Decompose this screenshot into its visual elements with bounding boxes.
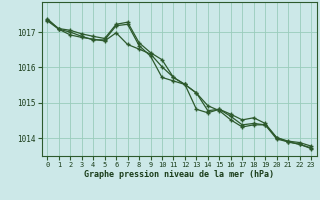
X-axis label: Graphe pression niveau de la mer (hPa): Graphe pression niveau de la mer (hPa) — [84, 170, 274, 179]
